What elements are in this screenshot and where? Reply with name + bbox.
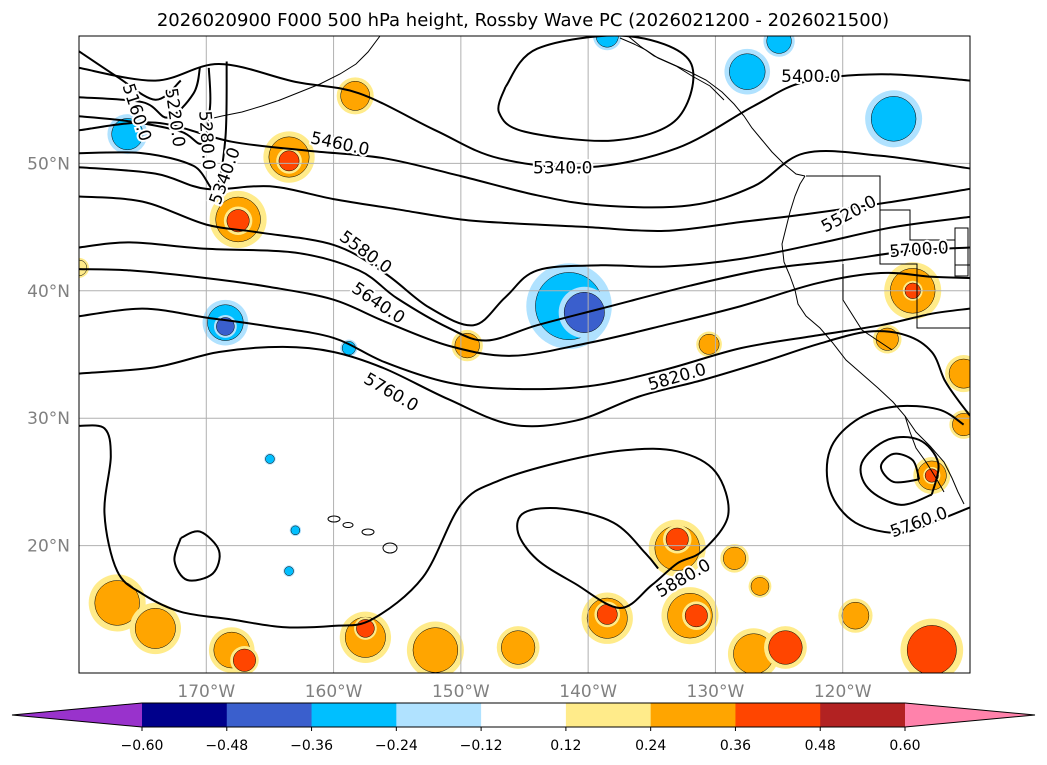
anomaly-region-6 xyxy=(412,627,459,673)
anomaly-region-47 xyxy=(290,525,301,536)
anomaly-region-19 xyxy=(906,625,957,673)
anomaly-region-0 xyxy=(94,580,140,626)
y-tick-label-0: 20°N xyxy=(27,537,70,557)
coastline-3 xyxy=(619,37,725,101)
anomaly-region-11 xyxy=(665,527,689,551)
anomaly-region-24 xyxy=(340,81,371,111)
contour-5880-9 xyxy=(79,424,730,629)
anomaly-region-18 xyxy=(841,601,870,630)
coastline-6 xyxy=(879,176,970,329)
colorbar-extend-high xyxy=(905,703,1035,727)
contour-label-1: 5340.0 xyxy=(533,158,592,178)
anomaly-region-16 xyxy=(768,630,803,665)
contour-label-6: 5700.0 xyxy=(889,238,950,262)
contour-5400-1 xyxy=(79,62,970,169)
x-axis-ticks: 170°W 160°W 150°W 140°W 130°W 120°W xyxy=(177,682,871,702)
island-2 xyxy=(361,528,375,536)
colorbar-tick-label-6: 0.24 xyxy=(635,738,666,754)
contour-5700-12 xyxy=(859,435,940,506)
anomaly-region-31 xyxy=(952,413,970,437)
contour-5340-17 xyxy=(79,61,228,191)
colorbar-extend-low xyxy=(12,703,142,727)
contour-5460-2 xyxy=(79,121,970,209)
island-3 xyxy=(382,542,398,554)
height-contours xyxy=(79,36,970,629)
contour-5760-11 xyxy=(825,404,970,534)
colorbar-swatch-4 xyxy=(481,703,567,727)
contour-5220-15 xyxy=(79,67,201,119)
anomaly-region-23 xyxy=(226,209,250,233)
colorbar-tick-label-9: 0.60 xyxy=(889,738,920,754)
colorbar-tick-label-2: −0.36 xyxy=(290,738,333,754)
x-tick-label-2: 150°W xyxy=(432,682,490,702)
contour-label-13: 5280.0 xyxy=(194,110,218,171)
contour-5160-14 xyxy=(79,50,182,101)
anomaly-region-1 xyxy=(134,607,176,649)
x-tick-label-3: 140°W xyxy=(559,682,617,702)
anomaly-region-29 xyxy=(924,468,939,483)
x-tick-label-1: 160°W xyxy=(305,682,363,702)
colorbar-swatch-1 xyxy=(226,703,313,727)
contour-5520-3 xyxy=(79,166,970,233)
colorbar-swatch-3 xyxy=(396,703,482,727)
y-axis-ticks: 20°N 30°N 40°N 50°N xyxy=(27,154,70,556)
contour-5820-8 xyxy=(79,330,970,428)
colorbar-swatch-8 xyxy=(820,703,906,727)
colorbar-swatch-7 xyxy=(735,703,821,727)
colorbar-swatch-0 xyxy=(142,703,228,727)
anomaly-region-17 xyxy=(750,577,770,596)
colorbar-tick-label-8: 0.48 xyxy=(805,738,836,754)
colorbar: −0.60 −0.48 −0.36 −0.24 −0.12 0.12 0.24 0.36 0.4… xyxy=(11,702,1036,754)
contour-5580-4 xyxy=(79,195,970,327)
coastline-8 xyxy=(954,227,969,277)
anomaly-region-13 xyxy=(684,604,708,628)
island-0 xyxy=(327,515,341,523)
colorbar-tick-label-7: 0.36 xyxy=(720,738,751,754)
colorbar-tick-label-1: −0.48 xyxy=(205,738,248,754)
anomaly-region-33 xyxy=(698,333,720,355)
anomaly-region-45 xyxy=(284,566,294,576)
anomaly-region-40 xyxy=(870,96,917,142)
contour-5640-13 xyxy=(879,452,921,484)
anomaly-region-43 xyxy=(766,36,792,54)
x-tick-label-5: 120°W xyxy=(814,682,872,702)
contour-5280-16 xyxy=(79,67,212,145)
anomaly-region-7 xyxy=(501,630,536,665)
colorbar-swatch-6 xyxy=(650,703,736,727)
contour-label-0: 5400.0 xyxy=(781,67,840,87)
coastline-7 xyxy=(842,264,893,351)
contour-5640-5 xyxy=(79,241,970,342)
anomaly-region-36 xyxy=(216,317,235,336)
colorbar-tick-label-5: 0.12 xyxy=(550,738,581,754)
colorbar-tick-label-0: −0.60 xyxy=(121,738,164,754)
anomaly-region-21 xyxy=(278,150,300,172)
x-tick-label-4: 130°W xyxy=(687,682,745,702)
map-frame xyxy=(78,35,971,674)
anomaly-region-41 xyxy=(111,118,144,151)
coastline-4 xyxy=(204,36,381,121)
x-tick-label-0: 170°W xyxy=(177,682,235,702)
y-tick-label-3: 50°N xyxy=(27,154,70,174)
contour-5760-7 xyxy=(79,307,970,391)
map-plot-area: 5400.05340.05460.05520.05580.05640.05700… xyxy=(78,35,971,674)
coastline-1 xyxy=(904,415,945,493)
anomaly-region-46 xyxy=(265,454,275,464)
contour-5340-0 xyxy=(497,36,695,142)
colorbar-tick-label-4: −0.12 xyxy=(460,738,503,754)
contour-5880-10 xyxy=(173,530,221,582)
colorbar-tick-label-3: −0.24 xyxy=(375,738,418,754)
island-1 xyxy=(342,522,354,528)
contour-5700-6 xyxy=(79,268,970,357)
anomaly-region-42 xyxy=(595,36,619,48)
y-tick-label-1: 30°N xyxy=(27,409,70,429)
y-tick-label-2: 40°N xyxy=(27,282,70,302)
colorbar-swatch-5 xyxy=(565,703,652,727)
anomaly-region-39 xyxy=(729,53,766,90)
anomaly-region-3 xyxy=(233,648,256,672)
chart-title: 2026020900 F000 500 hPa height, Rossby W… xyxy=(157,10,889,31)
colorbar-swatch-2 xyxy=(311,703,397,727)
anomaly-region-30 xyxy=(948,358,970,389)
anomaly-region-14 xyxy=(723,546,746,570)
